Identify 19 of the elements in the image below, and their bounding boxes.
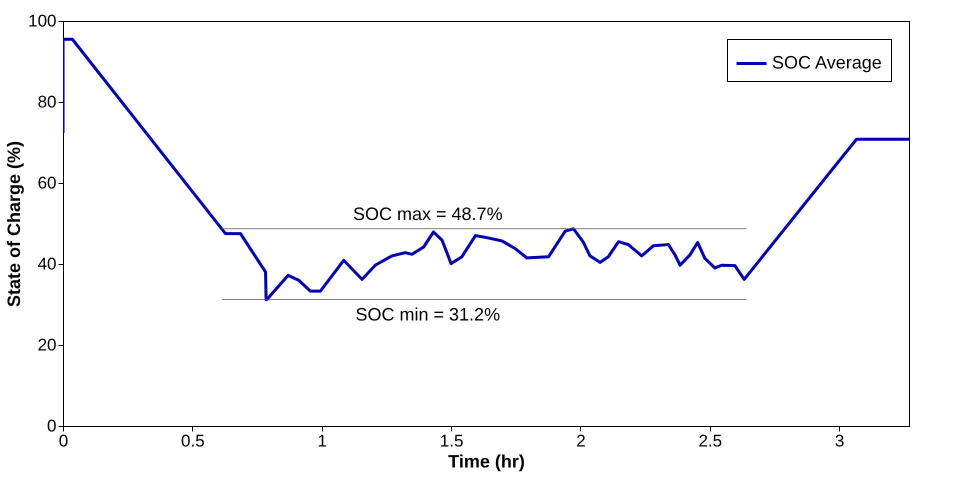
x-tick-label: 0.5 [181,432,205,450]
y-tick-label: 60 [38,174,56,192]
x-tick-label: 2.5 [698,432,722,450]
line-series [63,38,909,302]
y-axis-title: State of Charge (%) [4,140,24,308]
x-tick-label: 0 [58,432,68,450]
x-axis-title: Time (hr) [448,452,525,472]
annotation: SOC min = 31.2% [356,304,500,325]
y-tick-label: 20 [38,336,56,354]
y-tick-label: 0 [47,416,56,436]
legend-label: SOC Average [772,52,882,72]
x-tick-label: 1.5 [440,432,464,450]
x-tick-label: 3 [834,432,844,450]
y-tick-label: 100 [28,12,56,30]
annotation: SOC max = 48.7% [353,204,503,224]
x-tick-label: 1 [317,432,327,450]
y-tick-label: 80 [38,92,56,112]
x-tick-label: 2 [576,432,586,450]
y-tick-label: 40 [38,254,56,274]
